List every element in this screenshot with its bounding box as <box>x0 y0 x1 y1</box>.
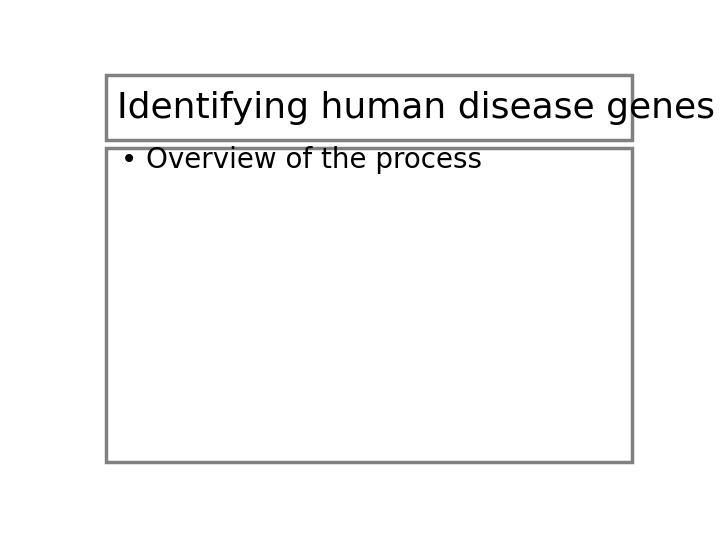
FancyBboxPatch shape <box>106 75 632 140</box>
Text: Identifying human disease genes: Identifying human disease genes <box>117 91 715 125</box>
FancyBboxPatch shape <box>106 148 632 462</box>
Text: • Overview of the process: • Overview of the process <box>121 146 482 173</box>
